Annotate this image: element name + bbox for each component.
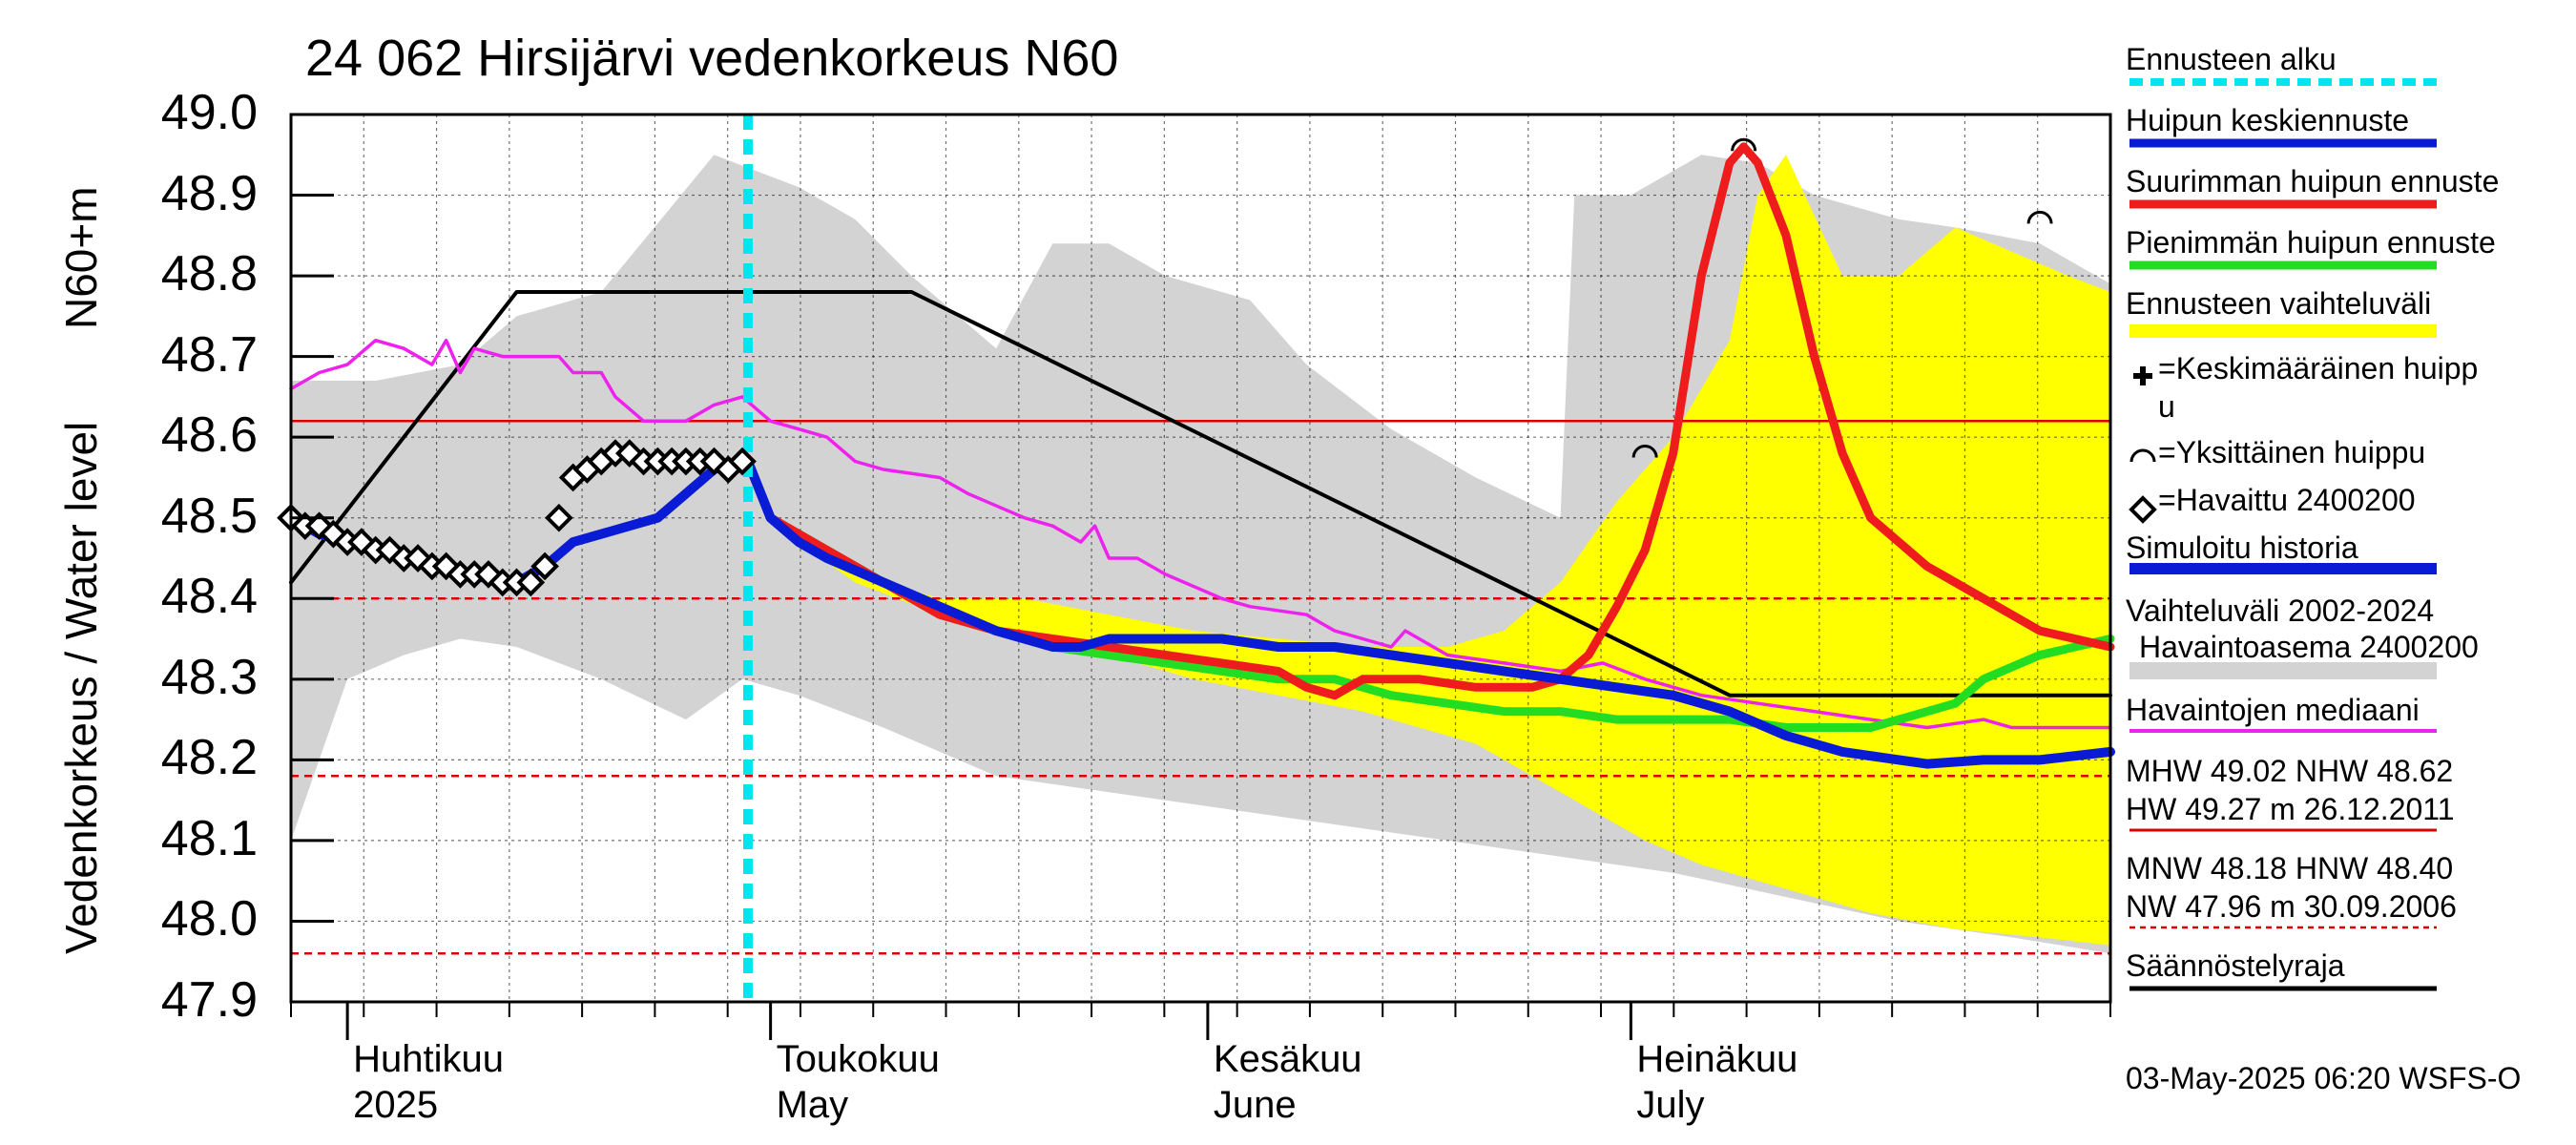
plot-frame (289, 113, 2112, 1004)
x-month-label: Toukokuu May (777, 1036, 940, 1128)
legend-stats-mhw: MHW 49.02 NHW 48.62 (2126, 754, 2454, 788)
y-tick-label: 48.8 (160, 246, 258, 302)
x-month-label-line2: 2025 (353, 1084, 439, 1126)
x-month-label-line1: Heinäkuu (1636, 1038, 1798, 1080)
timestamp: 03-May-2025 06:20 WSFS-O (2126, 1061, 2522, 1095)
observed-point (530, 552, 559, 581)
legend-hist-range: Vaihteluväli 2002-2024 (2126, 593, 2435, 628)
y-tick-label: 48.7 (160, 326, 258, 383)
y-tick-label: 48.0 (160, 891, 258, 947)
legend-max-peak: Suurimman huipun ennuste (2126, 164, 2500, 198)
single-peak-marker (1731, 137, 1757, 152)
observed-point (728, 447, 757, 476)
observed-point (545, 503, 573, 532)
y-tick-label: 48.3 (160, 649, 258, 705)
forecast-range-band (748, 155, 2110, 946)
observation-median-line (289, 338, 2112, 730)
y-tick-label: 48.4 (160, 569, 258, 625)
legend-sim-history: Simuloitu historia (2126, 531, 2358, 565)
legend-avg-peak: =Keskimääräinen huipp (2158, 351, 2479, 385)
y-tick-label: 48.2 (160, 730, 258, 786)
chart-title: 24 062 Hirsijärvi vedenkorkeus N60 (305, 30, 1119, 87)
legend-min-peak: Pienimmän huipun ennuste (2126, 225, 2496, 260)
y-tick-label: 48.1 (160, 810, 258, 866)
legend-range: Ennusteen vaihteluväli (2126, 286, 2432, 321)
legend-mean-peak: Huipun keskiennuste (2126, 103, 2410, 137)
legend-diamond-icon (2129, 495, 2157, 524)
legend-stats-hw: HW 49.27 m 26.12.2011 (2126, 792, 2455, 826)
y-tick-label: 49.0 (160, 85, 258, 140)
x-month-label: Kesäkuu June (1214, 1036, 1362, 1128)
y-tick-label: 48.9 (160, 165, 258, 221)
x-month-label-line1: Huhtikuu (353, 1038, 504, 1080)
legend-hist-station: Havaintoasema 2400200 (2139, 630, 2479, 664)
y-axis-label: Vedenkorkeus / Water level (56, 421, 106, 954)
legend-stats-mnw: MNW 48.18 HNW 48.40 (2126, 851, 2454, 885)
x-month-label-line1: Kesäkuu (1213, 1038, 1362, 1080)
x-month-label-line1: Toukokuu (776, 1038, 940, 1080)
legend-observed: =Havaittu 2400200 (2158, 483, 2416, 517)
y-tick-label: 48.5 (160, 488, 258, 544)
legend-hist-range-swatch (2129, 662, 2437, 679)
legend-plus-icon (2133, 366, 2152, 385)
y-axis-unit-label: N60+m (56, 186, 106, 329)
legend-forecast-start: Ennusteen alku (2126, 42, 2337, 76)
legend-range-swatch (2129, 324, 2437, 338)
x-month-label-line2: July (1636, 1084, 1705, 1126)
x-month-label: Heinäkuu July (1636, 1036, 1797, 1128)
observed-point (516, 568, 546, 597)
mean-peak-forecast-line (743, 456, 2115, 769)
y-tick-label: 48.6 (160, 407, 258, 464)
y-tick-label: 47.9 (160, 972, 258, 1028)
regulation-limit-line (289, 290, 2112, 697)
single-peak-marker (2026, 210, 2053, 224)
legend-median: Havaintojen mediaani (2126, 693, 2420, 727)
x-month-label: Huhtikuu 2025 (353, 1036, 504, 1128)
legend-stats-nw: NW 47.96 m 30.09.2006 (2126, 889, 2457, 924)
legend-single-peak: =Yksittäinen huippu (2158, 435, 2426, 469)
legend-regulation: Säännöstelyraja (2126, 948, 2345, 983)
x-month-label-line2: June (1213, 1084, 1297, 1126)
single-peak-marker (1631, 445, 1658, 458)
legend-avg-peak-cont: u (2158, 389, 2175, 424)
x-month-label-line2: May (776, 1084, 849, 1126)
legend-arc-icon (2129, 448, 2156, 463)
